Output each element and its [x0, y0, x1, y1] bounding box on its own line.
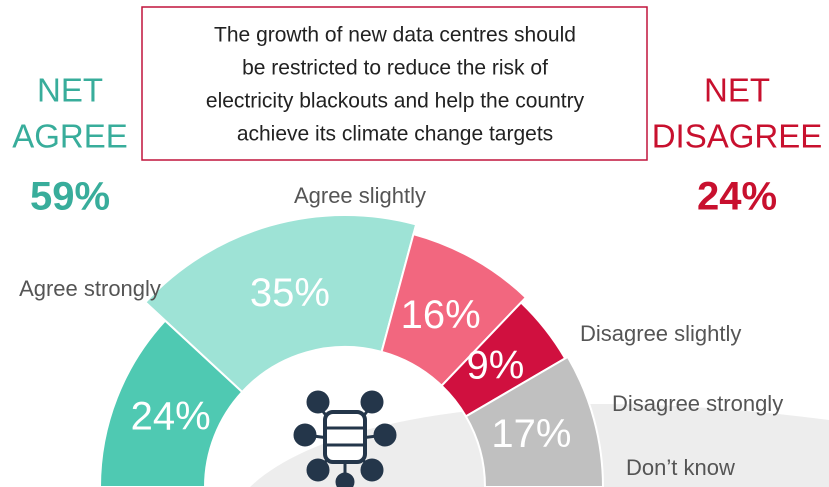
- chart-title: achieve its climate change targets: [237, 123, 553, 146]
- value-label: 35%: [250, 271, 330, 315]
- category-label: Agree strongly: [19, 276, 161, 301]
- net-label: NET: [704, 72, 770, 109]
- chart-title: be restricted to reduce the risk of: [242, 57, 548, 80]
- title-box: [141, 6, 648, 161]
- net-value: 59%: [30, 175, 110, 219]
- net-value: 24%: [697, 175, 777, 219]
- category-label: Disagree strongly: [612, 391, 783, 416]
- database-icon: [293, 390, 397, 487]
- value-label: 16%: [401, 293, 481, 337]
- chart-title: The growth of new data centres should: [214, 24, 576, 47]
- category-label: Agree slightly: [294, 183, 426, 208]
- segment: [380, 232, 528, 388]
- net-label: AGREE: [12, 118, 128, 155]
- category-label: Don’t know: [626, 455, 735, 480]
- value-label: 9%: [467, 344, 525, 388]
- category-label: Disagree slightly: [580, 321, 741, 346]
- net-label: DISAGREE: [652, 118, 823, 155]
- segment: [143, 214, 418, 394]
- net-label: NET: [37, 72, 103, 109]
- value-label: 24%: [131, 394, 211, 438]
- value-label: 17%: [491, 412, 571, 456]
- chart-title: electricity blackouts and help the count…: [206, 90, 585, 113]
